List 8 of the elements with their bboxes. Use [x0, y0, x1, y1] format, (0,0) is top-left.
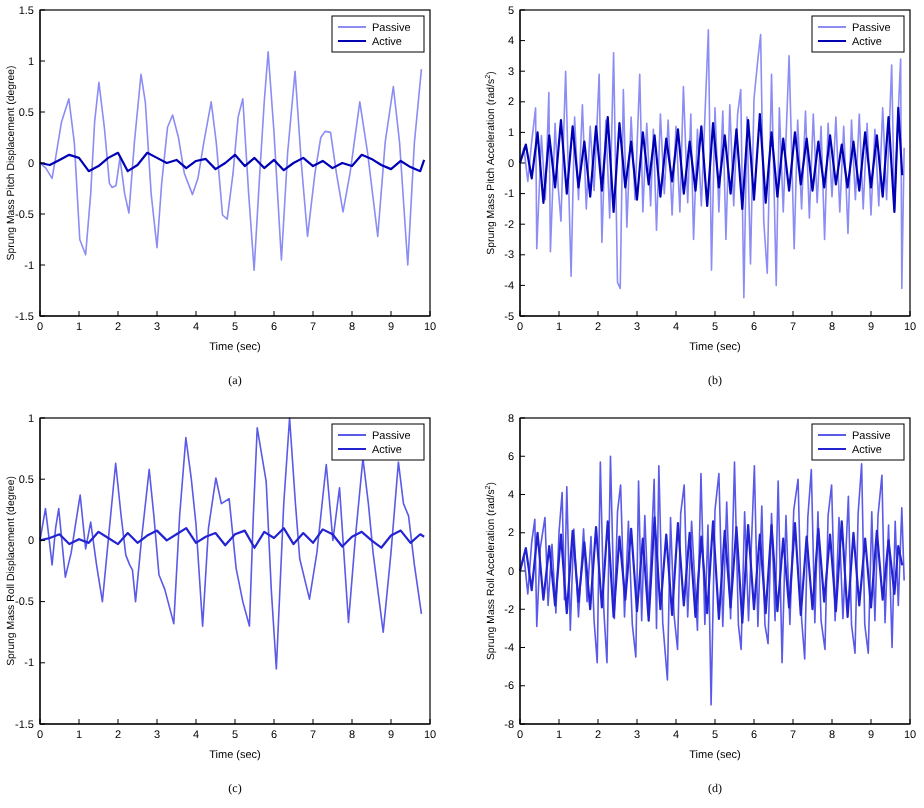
line-series: [38, 151, 426, 173]
line-series: [39, 417, 423, 670]
line-series: [38, 527, 426, 549]
line-series: [519, 29, 905, 299]
line-series: [519, 455, 905, 706]
line-series: [39, 51, 423, 271]
line-series: [518, 106, 904, 214]
line-series: [518, 516, 904, 624]
